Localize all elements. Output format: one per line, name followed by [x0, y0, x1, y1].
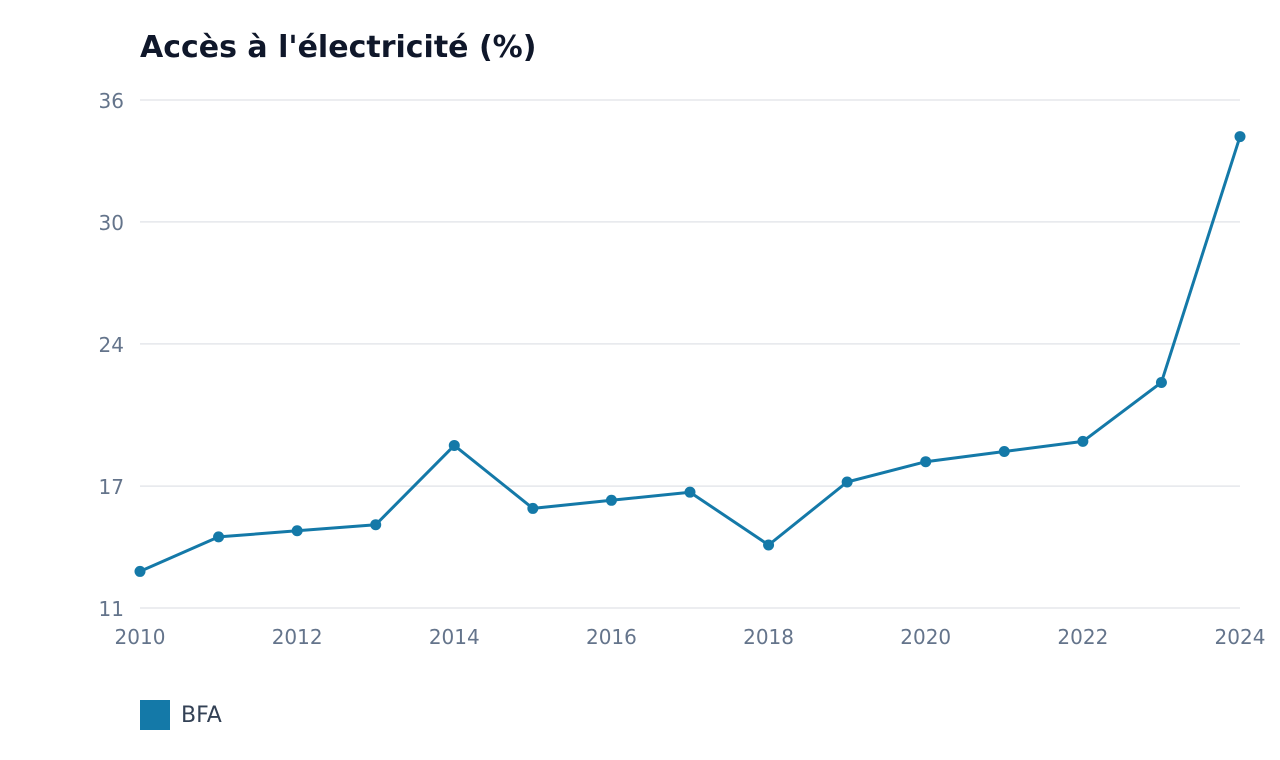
- series-layer: [134, 131, 1246, 577]
- data-point: [134, 565, 146, 577]
- data-point: [605, 494, 617, 506]
- x-tick-label: 2016: [586, 625, 637, 649]
- data-point: [213, 531, 225, 543]
- x-tick-label: 2018: [743, 625, 794, 649]
- data-point: [527, 502, 539, 514]
- y-axis-ticks: 11 17 24 30 36: [99, 89, 124, 621]
- data-point: [841, 476, 853, 488]
- data-point: [684, 486, 696, 498]
- x-tick-label: 2024: [1215, 625, 1266, 649]
- y-tick-label: 36: [99, 89, 124, 113]
- data-point: [291, 525, 303, 537]
- data-point: [763, 539, 775, 551]
- data-point: [998, 446, 1010, 458]
- legend-label: BFA: [181, 702, 222, 728]
- y-tick-label: 11: [99, 597, 124, 621]
- data-point: [920, 456, 932, 468]
- data-point: [370, 519, 382, 531]
- y-tick-label: 30: [99, 211, 124, 235]
- legend-swatch: [140, 700, 170, 730]
- y-tick-label: 17: [99, 475, 124, 499]
- chart-title: Accès à l'électricité (%): [140, 30, 537, 65]
- x-tick-label: 2020: [900, 625, 951, 649]
- data-point: [1077, 435, 1089, 447]
- x-tick-label: 2014: [429, 625, 480, 649]
- data-point: [1234, 131, 1246, 143]
- series-line: [138, 135, 1242, 573]
- gridlines: [140, 99, 1240, 609]
- x-tick-label: 2012: [272, 625, 323, 649]
- data-point: [1155, 376, 1167, 388]
- legend: BFA: [140, 700, 222, 730]
- x-axis-ticks: 2010 2012 2014 2016 2018 2020 2022 2024: [115, 625, 1266, 649]
- x-tick-label: 2022: [1057, 625, 1108, 649]
- x-tick-label: 2010: [115, 625, 166, 649]
- data-point: [448, 439, 460, 451]
- y-tick-label: 24: [99, 333, 124, 357]
